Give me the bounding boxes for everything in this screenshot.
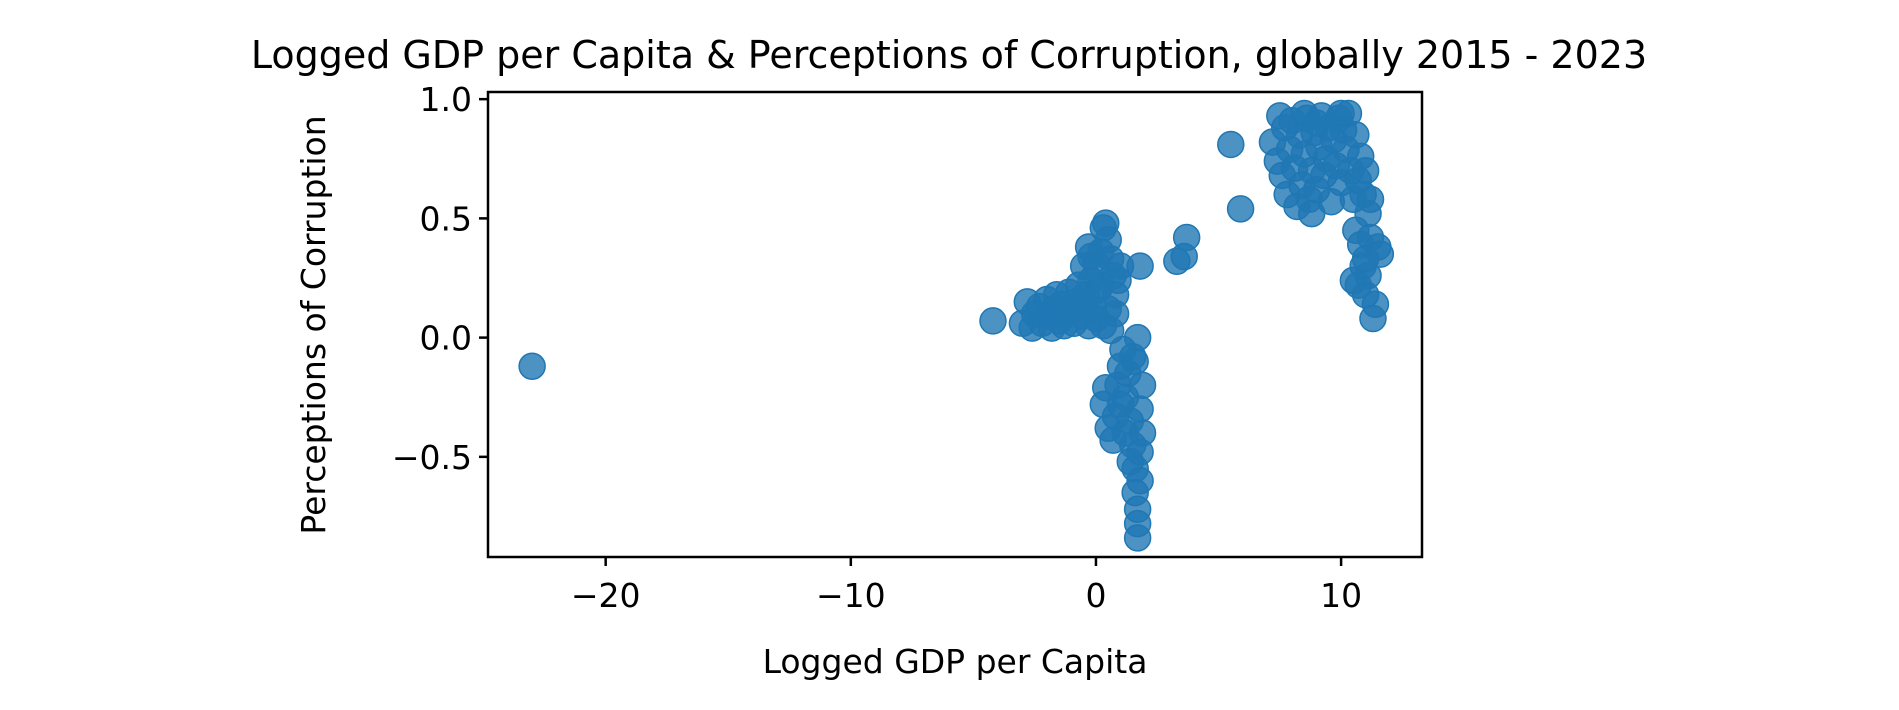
plot-frame: [486, 90, 1424, 559]
data-point: [1172, 223, 1201, 252]
y-axis-label: Perceptions of Corruption: [294, 115, 333, 534]
data-point: [1128, 371, 1157, 400]
data-point: [1123, 524, 1152, 552]
data-point: [518, 352, 546, 380]
data-point: [1111, 419, 1140, 447]
y-tick-label: 0.0: [420, 319, 472, 358]
data-point: [1077, 242, 1105, 271]
x-axis-label: Logged GDP per Capita: [763, 642, 1148, 681]
x-tick-label: 0: [1085, 576, 1106, 615]
x-tick-label: 10: [1320, 576, 1362, 615]
points-layer: [518, 99, 1395, 552]
data-point: [1339, 266, 1368, 295]
data-point: [1226, 195, 1255, 223]
data-point: [1351, 156, 1380, 185]
data-point: [1123, 323, 1152, 352]
x-axis: −20 −10 0 10: [571, 557, 1362, 615]
data-point: [979, 307, 1007, 335]
x-tick-label: −20: [571, 576, 641, 615]
data-point: [1087, 271, 1115, 299]
chart-title: Logged GDP per Capita & Perceptions of C…: [251, 33, 1647, 77]
y-tick-label: 1.0: [420, 80, 472, 119]
data-point: [1356, 185, 1385, 214]
data-point: [1106, 390, 1135, 419]
data-point: [1327, 99, 1355, 128]
data-point: [1359, 304, 1387, 333]
data-point: [1126, 252, 1154, 280]
data-point: [1351, 245, 1380, 273]
data-point: [1116, 447, 1145, 476]
data-point: [1121, 347, 1149, 376]
y-axis: −0.5 0.0 0.5 1.0: [392, 80, 488, 477]
data-point: [1101, 300, 1130, 328]
y-tick-label: 0.5: [420, 199, 472, 238]
x-tick-label: −10: [816, 576, 886, 615]
y-tick-label: −0.5: [392, 438, 472, 477]
data-point: [1302, 109, 1331, 137]
data-point: [1217, 130, 1245, 159]
